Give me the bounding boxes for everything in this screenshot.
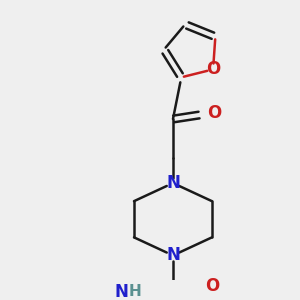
Text: H: H [129,284,142,299]
Text: O: O [205,277,219,295]
Text: O: O [206,60,220,78]
Text: O: O [208,104,222,122]
Text: N: N [166,246,180,264]
Text: N: N [115,283,128,300]
Text: N: N [166,174,180,192]
